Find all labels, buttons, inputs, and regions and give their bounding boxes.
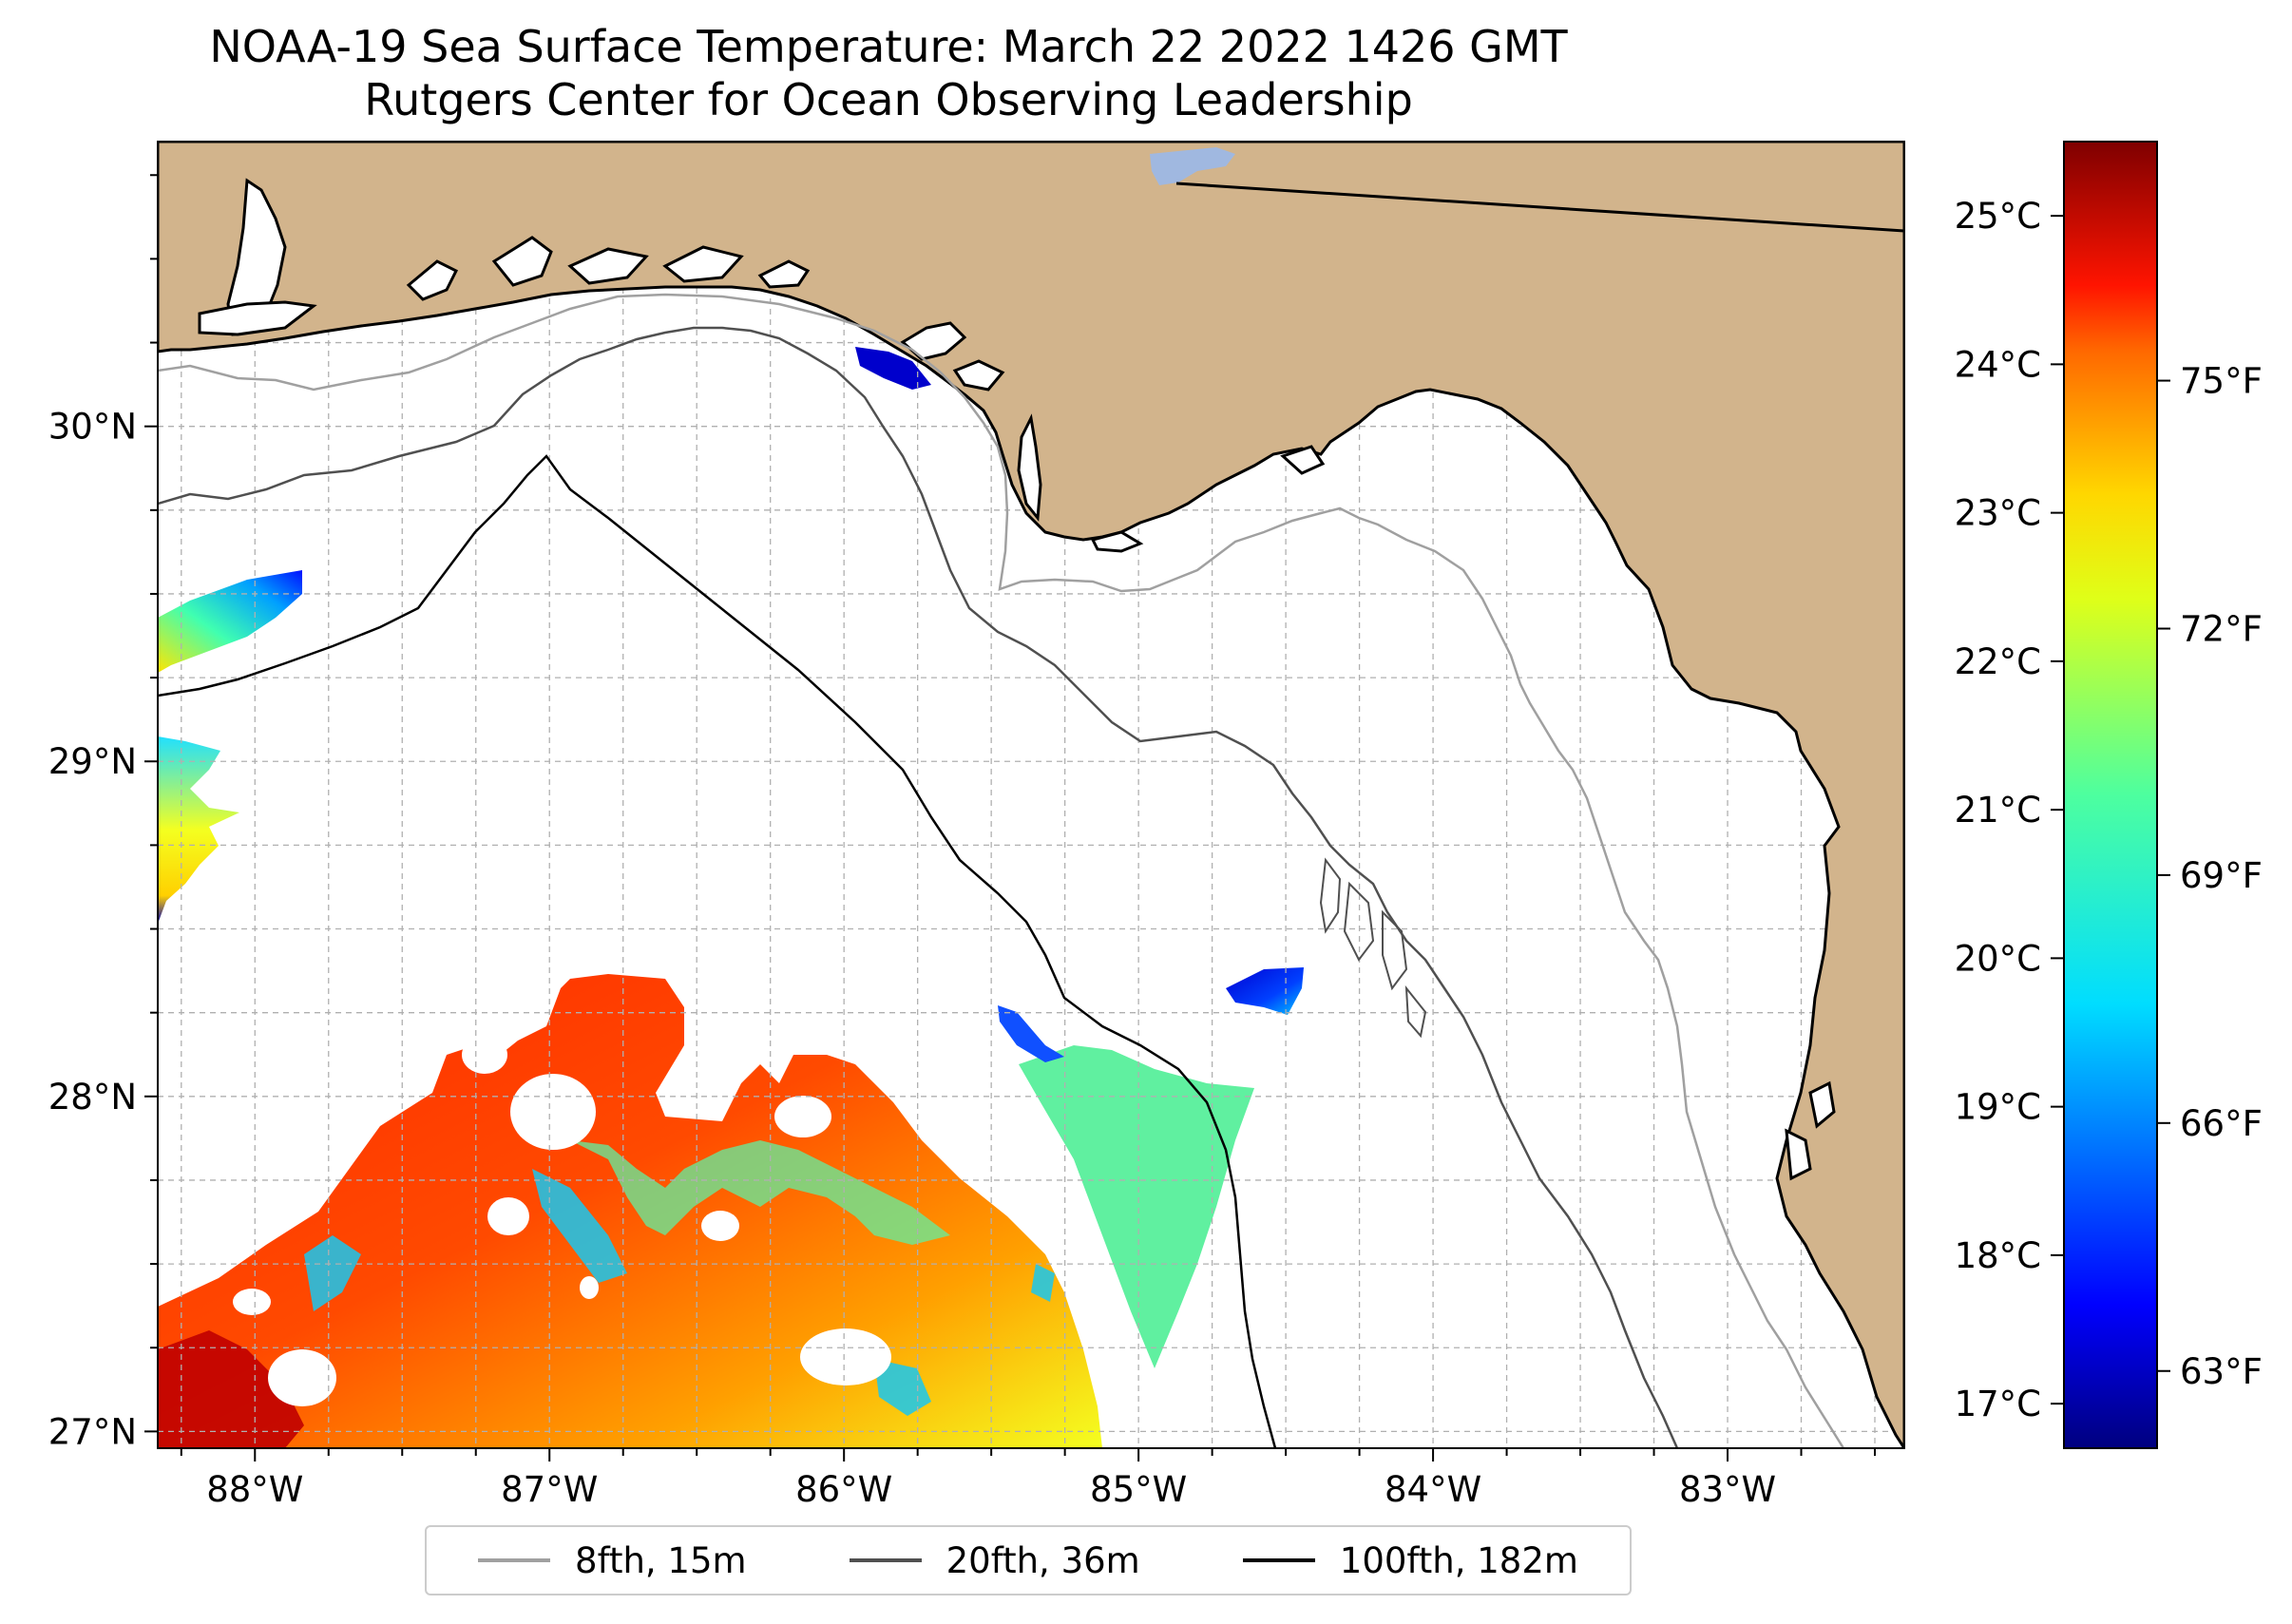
isobath-8fth xyxy=(158,293,1845,1448)
land-northern-coast xyxy=(158,142,1904,1448)
legend-label-100fth: 100fth, 182m xyxy=(1339,1539,1578,1581)
isobath-100fth xyxy=(158,454,1277,1448)
colorbar-fahrenheit-label: 63°F xyxy=(2180,1351,2263,1392)
y-tick-label: 27°N xyxy=(48,1411,137,1452)
legend-line-8fth xyxy=(478,1558,551,1562)
colorbar-fahrenheit-label: 69°F xyxy=(2180,855,2263,896)
sst-warm-pool xyxy=(158,974,1102,1448)
sst-cool-band xyxy=(570,1140,950,1245)
sst-mid-shelf-tongue xyxy=(1019,1045,1254,1368)
colorbar-celsius-label: 19°C xyxy=(1955,1087,2041,1128)
y-tick-label: 28°N xyxy=(48,1077,137,1118)
sst-cold-patch xyxy=(1226,967,1304,1015)
colorbar-fahrenheit-ticks: 63°F 66°F 69°F 72°F 75°F xyxy=(2157,361,2263,1392)
latitude-ticks: 27°N 28°N 29°N 30°N xyxy=(48,174,158,1452)
lake xyxy=(1150,147,1235,185)
longitude-ticks: 88°W 87°W 86°W 85°W 84°W 83°W xyxy=(180,1448,1877,1510)
x-tick-label: 86°W xyxy=(795,1469,892,1510)
sst-dark-red-core xyxy=(158,1330,304,1448)
colorbar-fahrenheit-label: 75°F xyxy=(2180,361,2263,402)
isobath-20fth-islands xyxy=(1319,857,1427,1039)
legend-line-20fth xyxy=(849,1558,922,1562)
isobath-20fth xyxy=(158,326,1679,1448)
x-tick-label: 83°W xyxy=(1679,1469,1776,1510)
x-tick-label: 85°W xyxy=(1090,1469,1187,1510)
state-border xyxy=(1175,182,1904,233)
colorbar-celsius-ticks: 17°C 18°C 19°C 20°C 21°C 22°C 23°C 24°C 25°C xyxy=(1955,196,2064,1424)
colorbar-celsius-label: 21°C xyxy=(1955,790,2041,831)
isobath-legend: 8fth, 15m 20fth, 36m 100fth, 182m xyxy=(425,1525,1632,1595)
y-tick-label: 30°N xyxy=(48,407,137,448)
map-panel: 88°W 87°W 86°W 85°W 84°W 83°W 27°N 28°N 29°N 30°… xyxy=(48,141,1905,1510)
map-title: NOAA-19 Sea Surface Temperature: March 2… xyxy=(209,21,1568,72)
colorbar-celsius-label: 22°C xyxy=(1955,641,2041,682)
sst-data-layer xyxy=(158,318,1304,1448)
colorbar-fahrenheit-label: 66°F xyxy=(2180,1103,2263,1144)
colorbar-celsius-label: 25°C xyxy=(1955,196,2041,237)
map-subtitle: Rutgers Center for Ocean Observing Leade… xyxy=(364,74,1413,125)
colorbar-celsius-label: 24°C xyxy=(1955,344,2041,385)
coastal-bays xyxy=(198,178,1836,1181)
x-tick-label: 84°W xyxy=(1385,1469,1481,1510)
map-frame xyxy=(157,141,1905,1449)
colorbar-gradient xyxy=(2063,141,2158,1449)
colorbar-fahrenheit-label: 72°F xyxy=(2180,609,2263,650)
colorbar-celsius-label: 18°C xyxy=(1955,1235,2041,1276)
colorbar-celsius-label: 23°C xyxy=(1955,493,2041,534)
colorbar-celsius-label: 17°C xyxy=(1955,1384,2041,1424)
sst-tongue-cold-edge xyxy=(998,1005,1064,1062)
legend-label-20fth: 20fth, 36m xyxy=(945,1539,1140,1581)
x-tick-label: 87°W xyxy=(501,1469,598,1510)
colorbar: 17°C 18°C 19°C 20°C 21°C 22°C 23°C 24°C 25°C 63°… xyxy=(1955,141,2263,1449)
cloud-gaps xyxy=(233,1036,891,1406)
legend-line-100fth xyxy=(1242,1558,1315,1562)
sst-nw-patch xyxy=(158,570,302,673)
legend-item-100fth: 100fth, 182m xyxy=(1242,1539,1578,1581)
colorbar-celsius-label: 20°C xyxy=(1955,938,2041,979)
legend-item-8fth: 8fth, 15m xyxy=(478,1540,747,1581)
sst-west-edge-patch xyxy=(158,736,239,924)
y-tick-label: 29°N xyxy=(48,741,137,782)
x-tick-label: 88°W xyxy=(206,1469,303,1510)
legend-item-20fth: 20fth, 36m xyxy=(849,1539,1140,1581)
legend-label-8fth: 8fth, 15m xyxy=(575,1539,747,1581)
